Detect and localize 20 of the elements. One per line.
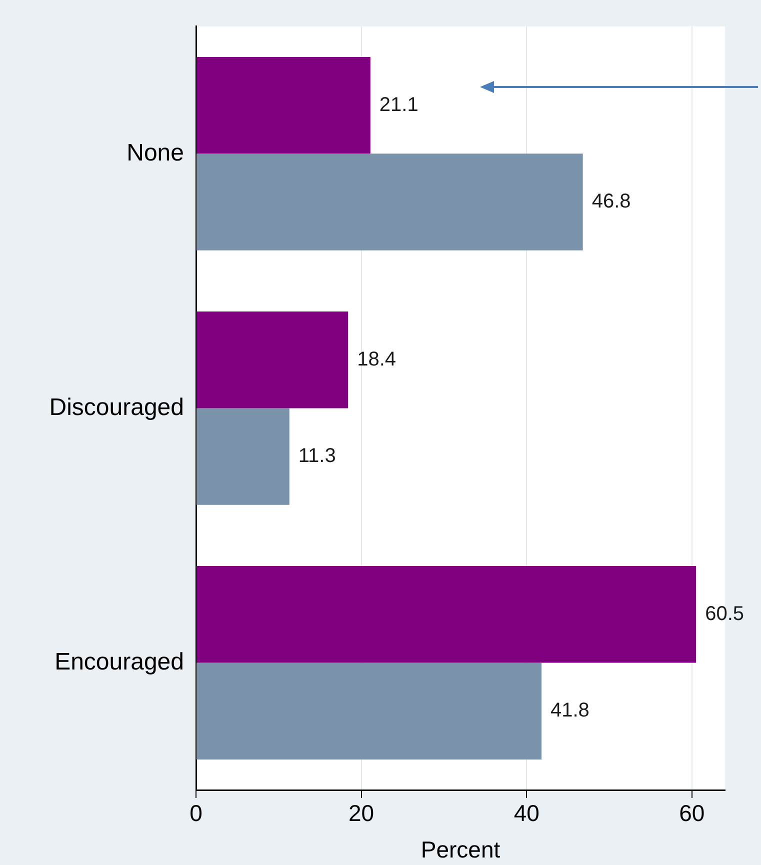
data-label: 11.3 <box>298 445 336 468</box>
bar <box>196 408 290 505</box>
x-axis-title: Percent <box>420 836 501 863</box>
bar <box>196 662 542 760</box>
x-tick-label: 0 <box>190 800 202 826</box>
y-tick-label: None <box>126 139 184 166</box>
data-label: 46.8 <box>592 190 631 213</box>
data-label: 18.4 <box>357 348 396 370</box>
x-tick-label: 20 <box>348 800 374 826</box>
bar <box>196 311 348 408</box>
data-label: 41.8 <box>550 700 590 722</box>
y-tick-label: Discouraged <box>49 394 184 421</box>
bar <box>196 566 696 663</box>
data-label: 21.1 <box>379 94 418 116</box>
x-tick-label: 60 <box>679 800 705 826</box>
y-tick-label: Encouraged <box>54 648 184 676</box>
data-label: 60.5 <box>705 602 744 625</box>
bar <box>196 154 583 250</box>
x-tick-label: 40 <box>514 800 540 826</box>
bar <box>196 56 370 154</box>
